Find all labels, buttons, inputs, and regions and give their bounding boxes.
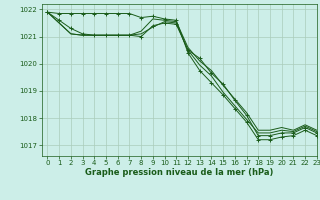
- X-axis label: Graphe pression niveau de la mer (hPa): Graphe pression niveau de la mer (hPa): [85, 168, 273, 177]
